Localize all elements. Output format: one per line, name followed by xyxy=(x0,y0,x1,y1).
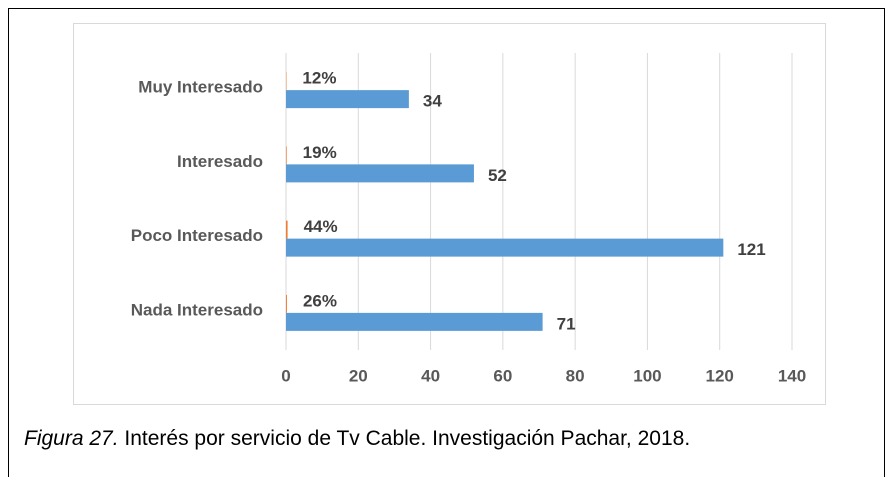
x-tick-label: 140 xyxy=(778,366,806,385)
y-tick-label: Nada Interesado xyxy=(131,300,263,319)
data-label: 71 xyxy=(557,314,576,333)
bar xyxy=(286,238,724,257)
caption-text: Interés por servicio de Tv Cable. Invest… xyxy=(118,427,691,450)
data-label: 121 xyxy=(737,240,765,259)
x-tick-label: 80 xyxy=(566,366,585,385)
x-tick-label: 100 xyxy=(633,366,661,385)
data-label: 34 xyxy=(423,92,442,111)
data-label: 19% xyxy=(303,143,337,162)
x-tick-label: 20 xyxy=(349,366,368,385)
frame xyxy=(8,8,885,477)
caption: Figura 27. Interés por servicio de Tv Ca… xyxy=(24,427,690,451)
x-tick-label: 0 xyxy=(281,366,290,385)
bar xyxy=(286,164,474,183)
data-label: 26% xyxy=(303,291,337,310)
caption-label: Figura 27. xyxy=(24,427,119,450)
x-tick-label: 60 xyxy=(493,366,512,385)
bar xyxy=(286,220,288,239)
x-tick-label: 40 xyxy=(421,366,440,385)
data-label: 12% xyxy=(302,69,336,88)
y-tick-label: Poco Interesado xyxy=(131,226,263,245)
bar xyxy=(286,312,543,331)
data-label: 52 xyxy=(488,166,507,185)
y-tick-label: Muy Interesado xyxy=(138,78,263,97)
bar xyxy=(286,294,287,313)
data-label: 44% xyxy=(304,217,338,236)
x-tick-label: 120 xyxy=(706,366,734,385)
bar xyxy=(286,146,287,165)
bar xyxy=(286,90,409,109)
chart-area xyxy=(73,23,826,405)
y-tick-label: Interesado xyxy=(177,152,263,171)
